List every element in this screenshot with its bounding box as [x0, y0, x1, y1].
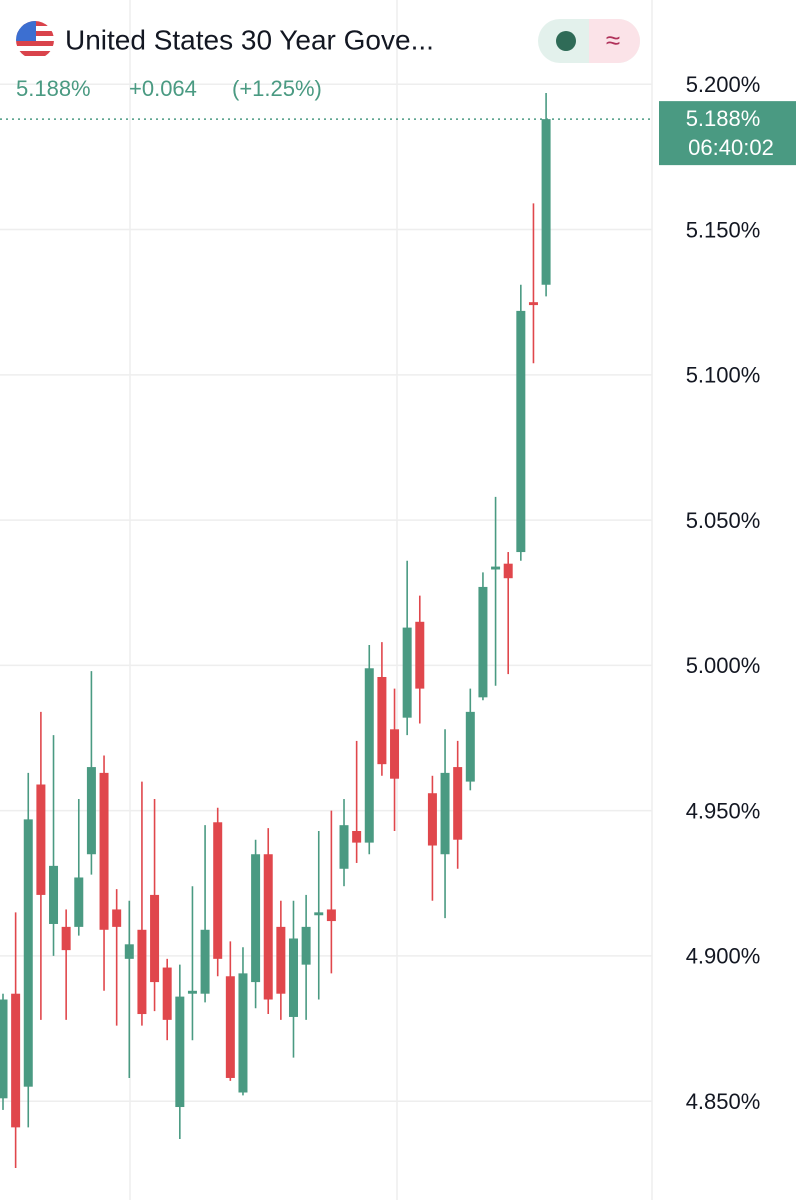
candle-body: [478, 586, 488, 698]
candle-body: [238, 973, 248, 1093]
countdown: 06:40:02: [688, 135, 774, 160]
candle-body: [427, 793, 437, 846]
candle-body: [150, 894, 160, 983]
candle-body: [74, 877, 84, 927]
candle-body: [263, 854, 273, 1000]
candle-body: [503, 563, 513, 579]
candle-body: [528, 302, 538, 306]
candle-body: [175, 996, 185, 1108]
candle-body: [99, 772, 109, 930]
candle-body: [402, 627, 412, 718]
candle-body: [276, 926, 286, 994]
header: United States 30 Year Gove... ≈ 5.188% +…: [16, 19, 640, 101]
candle-body: [11, 993, 21, 1128]
price-tag: [659, 101, 796, 166]
candle-body: [251, 854, 261, 983]
candle-body: [213, 822, 223, 959]
title: United States 30 Year Gove...: [65, 24, 434, 55]
candle-body: [301, 926, 311, 965]
candle-body: [61, 926, 71, 951]
change: +0.064: [129, 76, 197, 101]
candle-body: [339, 825, 349, 869]
y-tick-label: 4.850%: [686, 1089, 761, 1114]
candle-body: [364, 668, 374, 843]
candle-body: [200, 929, 210, 994]
candle-body: [124, 944, 134, 959]
y-tick-label: 5.200%: [686, 72, 761, 97]
candle-body: [377, 676, 387, 765]
candle-body: [541, 119, 551, 285]
candle-body: [162, 967, 172, 1020]
candle-body: [288, 938, 298, 1017]
y-tick-label: 5.000%: [686, 653, 761, 678]
toggle-wave: ≈: [606, 25, 620, 55]
candle-body: [326, 909, 336, 922]
candle-body: [36, 784, 46, 895]
candle-body: [86, 767, 96, 855]
y-axis: 4.850% 4.900% 4.950% 5.000% 5.050% 5.100% 5.15…: [659, 72, 796, 1114]
price-tag-label: 5.188%: [686, 106, 761, 131]
candle-body: [187, 990, 197, 994]
candle-body: [314, 912, 324, 916]
toggle-right[interactable]: [589, 19, 640, 63]
price: 5.188%: [16, 76, 91, 101]
candle-body: [516, 310, 526, 553]
candle-body: [453, 767, 463, 840]
plot: [0, 92, 652, 1169]
candle-body: [491, 566, 501, 570]
candle-body: [0, 999, 8, 1099]
candle-body: [137, 929, 147, 1015]
candle-body: [440, 772, 450, 855]
candle-body: [112, 909, 122, 927]
toggle-dot: [556, 31, 576, 51]
y-tick-label: 5.100%: [686, 363, 761, 388]
change-percent: (+1.25%): [232, 76, 322, 101]
y-tick-label: 4.900%: [686, 944, 761, 969]
y-tick-label: 4.950%: [686, 798, 761, 823]
y-tick-label: 5.050%: [686, 508, 761, 533]
candle-body: [49, 865, 59, 924]
candle-body: [465, 711, 475, 782]
candle-body: [415, 621, 425, 689]
candle-body: [225, 976, 235, 1078]
candle-body: [352, 830, 362, 843]
y-tick-label: 5.150%: [686, 217, 761, 242]
candle-body: [390, 729, 400, 779]
flag-icon: [16, 21, 54, 59]
candle-body: [23, 819, 33, 1087]
